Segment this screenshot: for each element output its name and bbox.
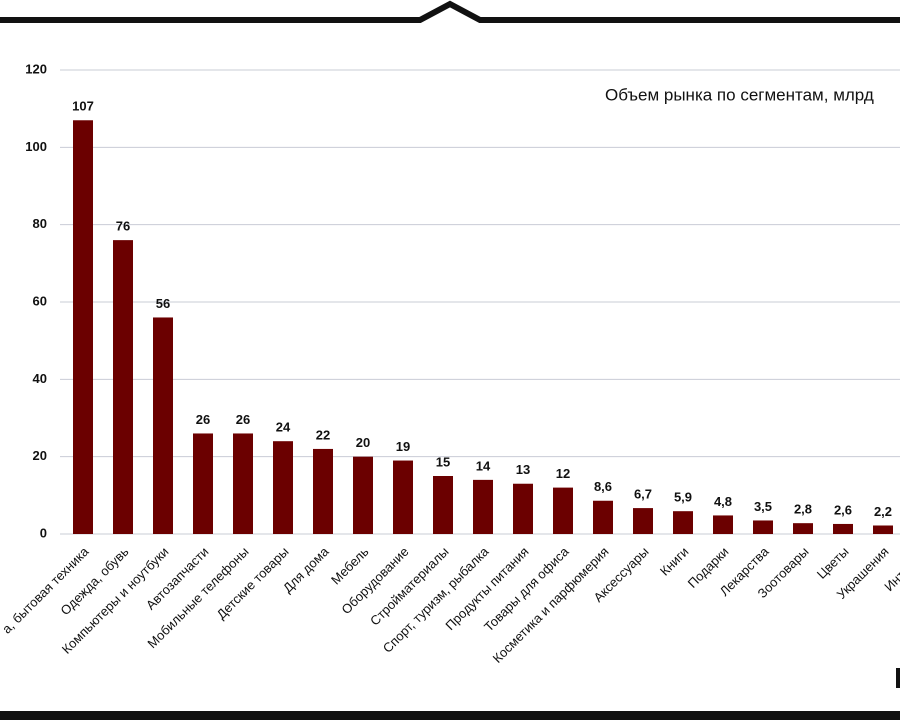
bar (113, 240, 133, 534)
value-label: 15 (436, 454, 450, 469)
bar (233, 433, 253, 534)
bar (273, 441, 293, 534)
value-label: 26 (196, 412, 210, 427)
chart-title: Объем рынка по сегментам, млрд (605, 85, 874, 104)
bar (593, 500, 613, 534)
y-tick-label: 120 (25, 61, 47, 76)
value-label: 5,9 (674, 490, 692, 505)
x-tick-label: Цветы (814, 544, 852, 582)
y-tick-label: 0 (40, 525, 47, 540)
y-tick-label: 40 (33, 371, 47, 386)
value-label: 2,2 (874, 504, 892, 519)
value-label: 8,6 (594, 479, 612, 494)
bar (793, 523, 813, 534)
bar (873, 525, 893, 534)
value-label: 13 (516, 462, 530, 477)
bottom-frame (0, 711, 900, 720)
bar (753, 520, 773, 534)
bar (673, 511, 693, 534)
bar (433, 476, 453, 534)
bar (513, 483, 533, 534)
value-label: 56 (156, 296, 170, 311)
value-label: 76 (116, 219, 130, 234)
y-tick-label: 60 (33, 293, 47, 308)
value-label: 2,8 (794, 502, 812, 517)
bar (833, 523, 853, 534)
bar (713, 515, 733, 534)
value-label: 6,7 (634, 487, 652, 502)
value-label: 22 (316, 427, 330, 442)
value-label: 3,5 (754, 499, 772, 514)
value-label: 20 (356, 435, 370, 450)
bar (393, 460, 413, 534)
edge-mark (896, 668, 900, 688)
bar (473, 479, 493, 534)
value-label: 14 (476, 458, 491, 473)
value-label: 26 (236, 412, 250, 427)
value-label: 4,8 (714, 494, 732, 509)
bar (553, 487, 573, 534)
value-label: 12 (556, 466, 570, 481)
bar (313, 448, 333, 534)
value-label: 107 (72, 99, 94, 114)
bar (633, 508, 653, 534)
bar (73, 120, 93, 535)
value-label: 24 (276, 420, 291, 435)
top-frame (0, 0, 900, 23)
value-label: 2,6 (834, 502, 852, 517)
x-tick-label: Детские товары (214, 544, 292, 622)
bar (353, 456, 373, 534)
x-tick-label: Книги (657, 544, 692, 579)
value-label: 19 (396, 439, 410, 454)
y-tick-label: 80 (33, 216, 47, 231)
bar (153, 317, 173, 534)
y-tick-label: 100 (25, 139, 47, 154)
bar (193, 433, 213, 534)
y-tick-label: 20 (33, 448, 47, 463)
